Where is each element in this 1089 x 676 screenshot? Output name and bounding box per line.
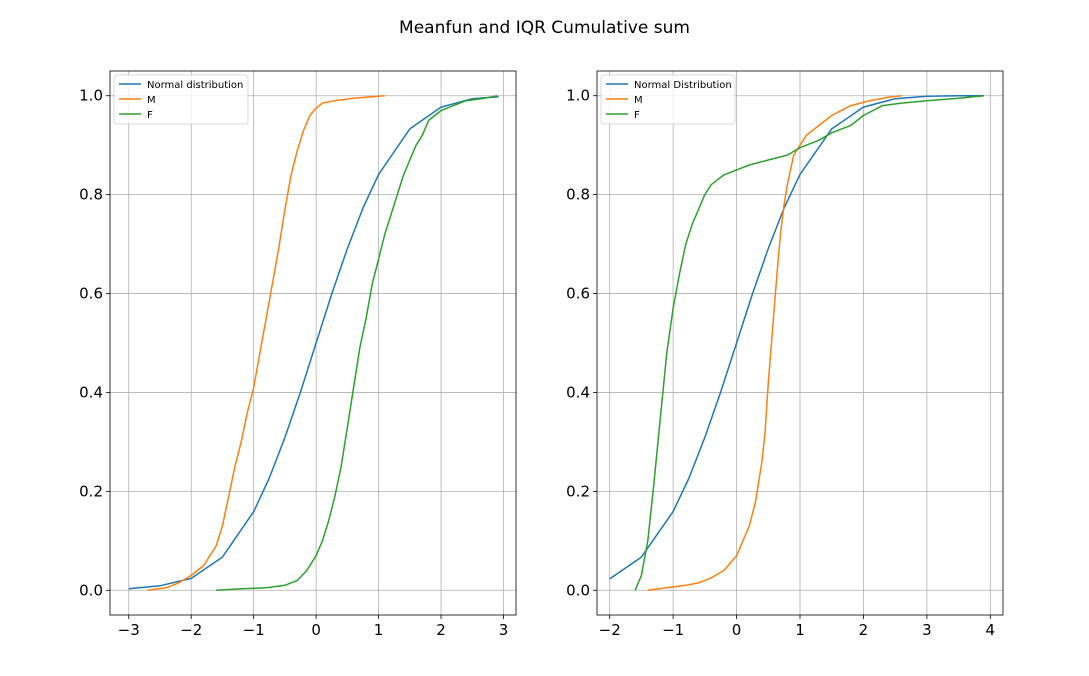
y-tick-label: 0.4 — [79, 383, 103, 401]
y-tick-label: 0.0 — [79, 581, 103, 599]
legend-label: Normal Distribution — [634, 80, 732, 91]
y-tick-label: 0.8 — [79, 186, 103, 204]
series-line-f — [216, 94, 498, 592]
y-tick-label: 0.2 — [79, 482, 103, 500]
legend-label: Normal distribution — [147, 80, 243, 91]
x-tick-label: 1 — [374, 621, 384, 639]
chart-right: −2 −1 0 1 2 3 4 0.0 0.2 0.4 0.6 0.8 1.0 Normal Distri… — [566, 70, 1004, 639]
y-tick-label: 0.2 — [566, 482, 590, 500]
x-tick-label: −2 — [599, 621, 621, 639]
legend: Normal Distribution MF — [600, 74, 736, 125]
x-tick-label: −1 — [662, 621, 684, 639]
y-tick-label: 1.0 — [566, 87, 590, 105]
series-line-m — [647, 94, 902, 592]
legend-label: F — [147, 110, 153, 121]
x-tick-label: 2 — [859, 621, 869, 639]
axes-frame — [109, 70, 517, 616]
y-tick-label: 0.8 — [566, 186, 590, 204]
legend-box — [113, 74, 249, 125]
x-tick-label: 4 — [986, 621, 996, 639]
x-tick-label: 3 — [499, 621, 509, 639]
x-tick-label: 2 — [436, 621, 446, 639]
y-tick-label: 0.4 — [566, 383, 590, 401]
figure-title: Meanfun and IQR Cumulative sum — [399, 18, 690, 38]
x-tick-label: 1 — [795, 621, 805, 639]
series-line-normal-distribution — [128, 95, 499, 590]
legend-label: F — [634, 110, 640, 121]
x-tick-label: −1 — [243, 621, 265, 639]
x-tick-label: −3 — [118, 621, 140, 639]
x-tick-label: −2 — [180, 621, 202, 639]
plot-area — [110, 71, 516, 615]
chart-left: −3 −2 −1 0 1 2 3 0.0 0.2 0.4 0.6 0.8 1.0 Normal distr… — [79, 70, 517, 639]
y-tick-label: 1.0 — [79, 87, 103, 105]
x-tick-label: 0 — [311, 621, 321, 639]
x-tick-label: 3 — [922, 621, 932, 639]
legend-label: M — [147, 95, 156, 106]
legend: Normal distribution MF — [113, 74, 249, 125]
series-line-m — [147, 94, 385, 592]
series-line-f — [634, 94, 985, 591]
legend-box — [600, 74, 736, 125]
y-tick-label: 0.6 — [566, 285, 590, 303]
series-line-normal-distribution — [609, 94, 984, 580]
legend-label: M — [634, 95, 643, 106]
y-tick-label: 0.6 — [79, 285, 103, 303]
y-tick-label: 0.0 — [566, 581, 590, 599]
x-tick-label: 0 — [732, 621, 742, 639]
